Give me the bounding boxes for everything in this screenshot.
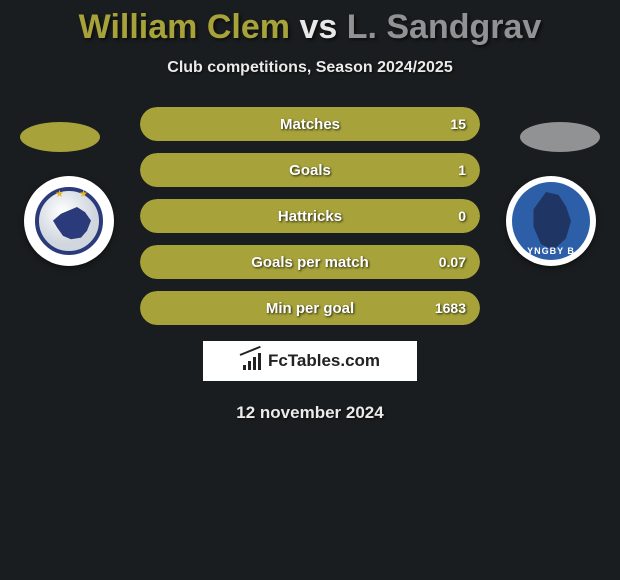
stat-value-player2: 0.07 bbox=[439, 245, 466, 279]
subtitle: Club competitions, Season 2024/2025 bbox=[0, 59, 620, 77]
player1-name: William Clem bbox=[79, 8, 290, 46]
vs-separator: vs bbox=[299, 8, 337, 46]
stat-row: Hattricks0 bbox=[70, 199, 550, 233]
stat-label: Matches bbox=[140, 107, 480, 141]
page-title: William Clem vs L. Sandgrav bbox=[0, 0, 620, 47]
footer-date: 12 november 2024 bbox=[0, 403, 620, 423]
stat-value-player2: 0 bbox=[458, 199, 466, 233]
fctables-icon bbox=[240, 352, 262, 370]
stat-row: Goals per match0.07 bbox=[70, 245, 550, 279]
stat-value-player2: 15 bbox=[450, 107, 466, 141]
stat-row: Matches15 bbox=[70, 107, 550, 141]
stat-row: Min per goal1683 bbox=[70, 291, 550, 325]
stats-bars: Matches15 Goals1 Hattricks0 Goals per match… bbox=[0, 107, 620, 325]
stat-row: Goals1 bbox=[70, 153, 550, 187]
stat-label: Goals bbox=[140, 153, 480, 187]
stat-label: Goals per match bbox=[140, 245, 480, 279]
branding-text: FcTables.com bbox=[268, 351, 380, 371]
stat-value-player2: 1 bbox=[458, 153, 466, 187]
stat-label: Hattricks bbox=[140, 199, 480, 233]
stat-value-player2: 1683 bbox=[435, 291, 466, 325]
branding-box: FcTables.com bbox=[203, 341, 417, 381]
stat-label: Min per goal bbox=[140, 291, 480, 325]
player2-name: L. Sandgrav bbox=[347, 8, 542, 46]
